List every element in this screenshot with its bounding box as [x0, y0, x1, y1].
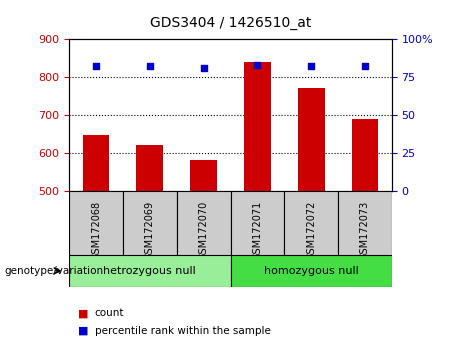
Bar	[83, 135, 109, 191]
Bar	[123, 191, 177, 255]
Text: GSM172069: GSM172069	[145, 201, 155, 260]
Point	[361, 63, 369, 69]
Point	[146, 63, 154, 69]
Bar	[190, 160, 217, 191]
Bar	[338, 191, 392, 255]
Text: hetrozygous null: hetrozygous null	[103, 266, 196, 276]
Text: homozygous null: homozygous null	[264, 266, 359, 276]
Bar	[69, 255, 230, 287]
Point	[254, 62, 261, 68]
Bar	[177, 191, 230, 255]
Bar	[244, 62, 271, 191]
Text: GSM172071: GSM172071	[252, 201, 262, 260]
Text: count: count	[95, 308, 124, 318]
Text: GSM172070: GSM172070	[199, 201, 209, 260]
Point	[92, 63, 100, 69]
Bar	[230, 191, 284, 255]
Bar	[230, 255, 392, 287]
Bar	[136, 145, 163, 191]
Text: GDS3404 / 1426510_at: GDS3404 / 1426510_at	[150, 16, 311, 30]
Text: ■: ■	[78, 308, 89, 318]
Text: genotype/variation: genotype/variation	[5, 266, 104, 276]
Text: GSM172073: GSM172073	[360, 201, 370, 260]
Point	[200, 65, 207, 71]
Text: GSM172068: GSM172068	[91, 201, 101, 260]
Text: GSM172072: GSM172072	[306, 201, 316, 260]
Text: percentile rank within the sample: percentile rank within the sample	[95, 326, 271, 336]
Bar	[351, 119, 378, 191]
Bar	[69, 191, 123, 255]
Bar	[284, 191, 338, 255]
Text: ■: ■	[78, 326, 89, 336]
Bar	[298, 88, 325, 191]
Point	[307, 63, 315, 69]
